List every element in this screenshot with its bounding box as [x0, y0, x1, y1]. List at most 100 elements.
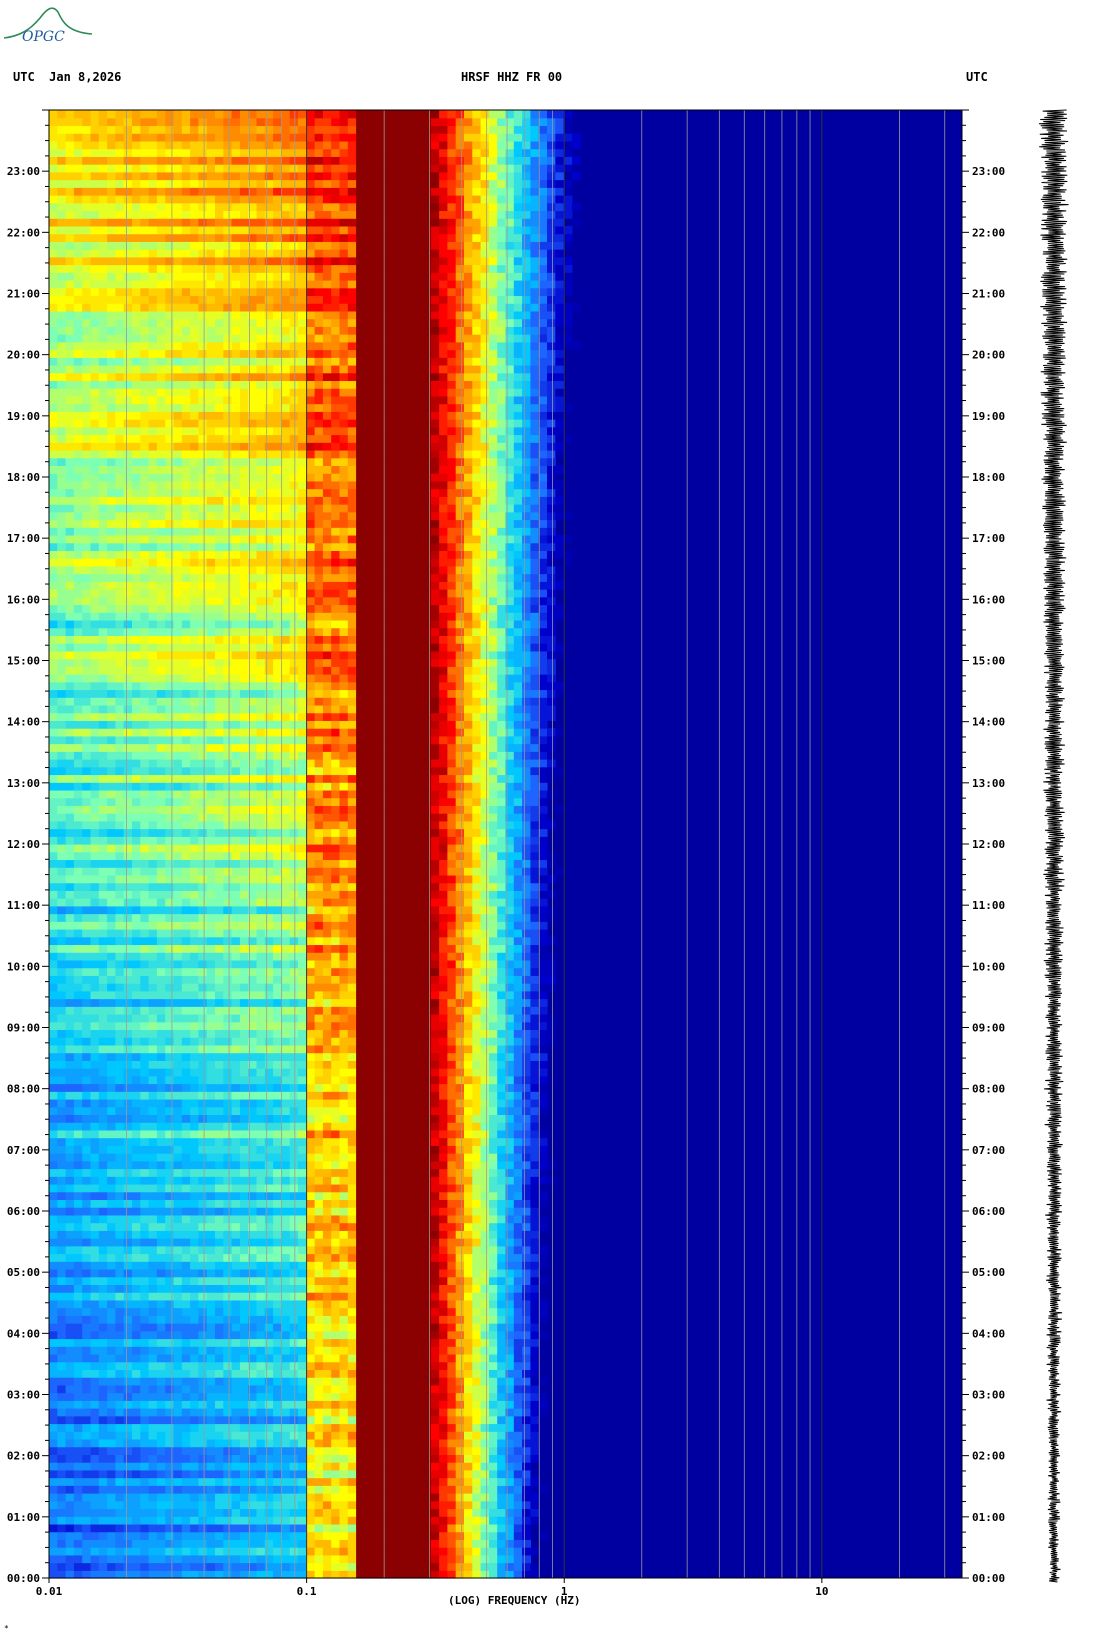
- heatmap-cell: [181, 1122, 191, 1131]
- heatmap-cell: [497, 743, 507, 752]
- heatmap-cell: [248, 1145, 258, 1154]
- heatmap-cell: [98, 720, 108, 729]
- heatmap-cell: [538, 797, 548, 806]
- heatmap-cell: [472, 1570, 482, 1579]
- heatmap-cell: [347, 1160, 357, 1170]
- heatmap-cell: [273, 1013, 282, 1023]
- heatmap-cell: [123, 589, 133, 598]
- heatmap-cell: [231, 820, 249, 830]
- heatmap-cell: [322, 828, 332, 837]
- heatmap-cell: [522, 882, 531, 891]
- heatmap-cell: [132, 1129, 141, 1139]
- heatmap-cell: [430, 1068, 440, 1077]
- heatmap-cell: [231, 874, 249, 884]
- heatmap-cell: [181, 944, 199, 953]
- heatmap-cell: [513, 1214, 523, 1224]
- heatmap-cell: [331, 643, 341, 652]
- heatmap-cell: [256, 1060, 266, 1069]
- heatmap-cell: [322, 1307, 332, 1316]
- heatmap-cell: [65, 1268, 75, 1278]
- heatmap-cell: [455, 905, 473, 915]
- heatmap-cell: [273, 712, 282, 721]
- heatmap-cell: [82, 867, 100, 876]
- heatmap-cell: [206, 674, 224, 683]
- heatmap-cell: [356, 728, 432, 737]
- heatmap-cell: [181, 1531, 216, 1540]
- heatmap-cell: [455, 1454, 465, 1463]
- heatmap-cell: [472, 720, 482, 729]
- heatmap-cell: [281, 1106, 291, 1116]
- heatmap-cell: [140, 1060, 150, 1069]
- heatmap-cell: [488, 743, 498, 752]
- heatmap-cell: [148, 998, 166, 1007]
- heatmap-cell: [273, 1554, 299, 1564]
- heatmap-cell: [256, 1222, 266, 1231]
- heatmap-cell: [538, 1245, 548, 1255]
- heatmap-cell: [281, 1006, 299, 1015]
- heatmap-cell: [223, 805, 233, 814]
- heatmap-cell: [505, 1075, 515, 1085]
- heatmap-cell: [107, 1469, 116, 1479]
- heatmap-cell: [488, 1377, 498, 1386]
- heatmap-cell: [306, 674, 316, 683]
- heatmap-cell: [455, 1346, 465, 1355]
- heatmap-cell: [206, 1353, 216, 1363]
- heatmap-cell: [49, 921, 83, 930]
- heatmap-cell: [430, 1361, 440, 1370]
- heatmap-cell: [256, 1353, 266, 1363]
- heatmap-cell: [464, 890, 473, 899]
- heatmap-cell: [306, 1168, 316, 1177]
- heatmap-cell: [447, 844, 457, 853]
- heatmap-cell: [82, 589, 92, 598]
- heatmap-cell: [497, 1547, 515, 1556]
- heatmap-cell: [339, 1284, 357, 1293]
- heatmap-cell: [497, 596, 507, 606]
- heatmap-cell: [82, 1531, 100, 1540]
- heatmap-cell: [505, 1516, 515, 1525]
- heatmap-cell: [223, 1122, 233, 1131]
- heatmap-cell: [447, 1261, 457, 1270]
- heatmap-cell: [439, 967, 448, 976]
- heatmap-cell: [505, 619, 515, 629]
- heatmap-cell: [248, 983, 266, 992]
- heatmap-cell: [273, 1037, 282, 1046]
- heatmap-cell: [165, 1446, 183, 1455]
- heatmap-cell: [464, 1508, 473, 1517]
- heatmap-cell: [281, 1299, 307, 1309]
- heatmap-cell: [49, 759, 58, 768]
- heatmap-cell: [256, 1307, 266, 1316]
- heatmap-cell: [439, 1338, 457, 1347]
- heatmap-cell: [480, 619, 490, 629]
- heatmap-cell: [522, 1431, 531, 1440]
- heatmap-cell: [430, 1037, 440, 1046]
- heatmap-cell: [215, 1060, 224, 1069]
- heatmap-cell: [256, 959, 274, 969]
- heatmap-cell: [430, 789, 440, 799]
- heatmap-cell: [513, 1562, 523, 1571]
- heatmap-cell: [513, 1037, 523, 1046]
- heatmap-cell: [82, 1268, 92, 1278]
- heatmap-cell: [439, 635, 448, 644]
- heatmap-cell: [472, 1276, 490, 1285]
- heatmap-cell: [356, 1438, 432, 1448]
- heatmap-cell: [107, 905, 116, 915]
- heatmap-cell: [322, 1500, 332, 1510]
- heatmap-cell: [181, 619, 191, 629]
- heatmap-cell: [90, 596, 100, 606]
- heatmap-cell: [82, 743, 100, 752]
- heatmap-cell: [331, 743, 341, 752]
- heatmap-cell: [439, 1222, 457, 1231]
- heatmap-cell: [447, 1477, 465, 1486]
- heatmap-cell: [522, 1037, 531, 1046]
- heatmap-cell: [513, 998, 523, 1007]
- heatmap-cell: [65, 1168, 75, 1177]
- heatmap-cell: [314, 1431, 324, 1440]
- heatmap-cell: [65, 735, 75, 745]
- heatmap-cell: [356, 759, 432, 768]
- heatmap-cell: [123, 1261, 133, 1270]
- heatmap-cell: [140, 1516, 158, 1525]
- heatmap-cell: [430, 1315, 440, 1324]
- heatmap-cell: [314, 1554, 324, 1564]
- heatmap-cell: [455, 1469, 465, 1479]
- heatmap-cell: [49, 944, 58, 953]
